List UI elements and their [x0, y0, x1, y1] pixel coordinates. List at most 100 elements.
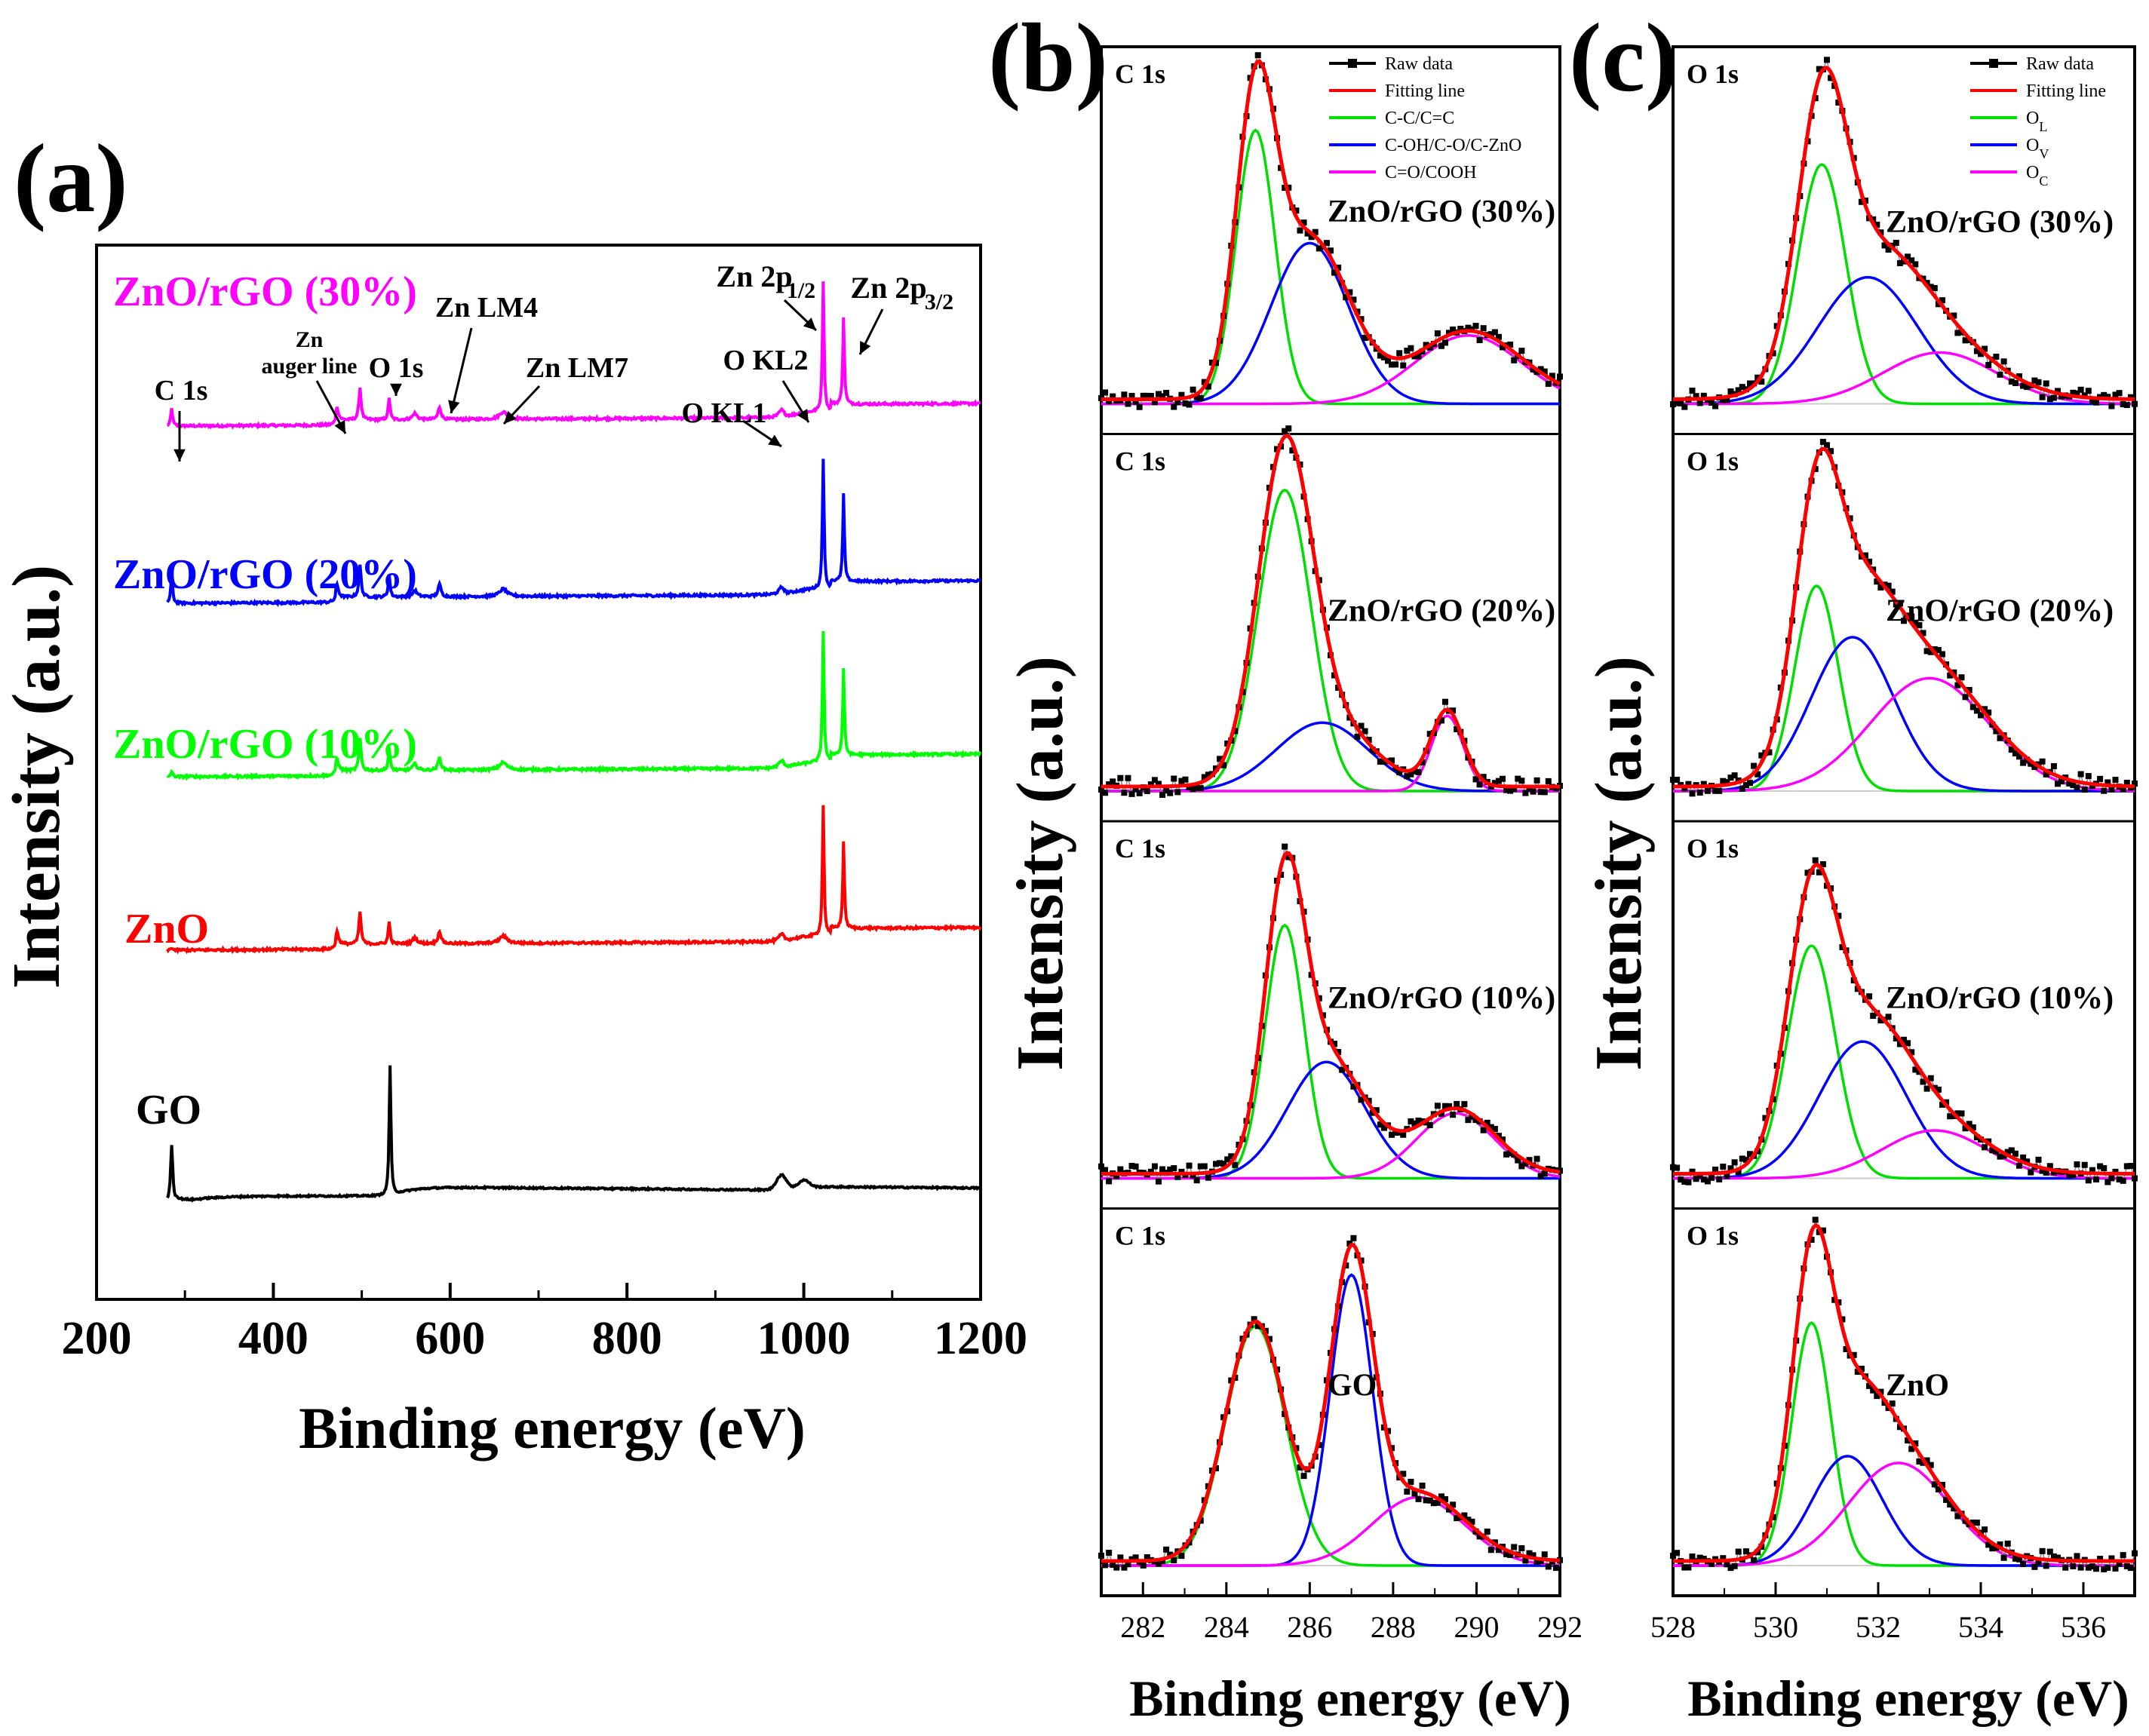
c1s-fitting-line — [1101, 1243, 1561, 1563]
c1s-raw-data-point — [1171, 1165, 1177, 1172]
o1s-raw-data-point — [1720, 397, 1727, 403]
c1s-legend-label: Fitting line — [1385, 81, 1465, 101]
c1s-raw-data-point — [1228, 1153, 1235, 1160]
o1s-raw-data-point — [1696, 400, 1703, 406]
o1s-raw-data-point — [1716, 787, 1723, 794]
c1s-raw-data-point — [1446, 1103, 1453, 1109]
survey-x-axis-label: Binding energy (eV) — [299, 1395, 806, 1461]
c1s-component-curve — [1101, 923, 1560, 1180]
c1s-raw-data-point — [1167, 1166, 1174, 1173]
c1s-raw-data-point — [1450, 707, 1457, 714]
o1s-raw-data-point — [1908, 1446, 1915, 1452]
o1s-raw-data-point — [1896, 1424, 1903, 1431]
c1s-raw-data-point — [1125, 400, 1131, 407]
c1s-raw-data-point — [1404, 1488, 1411, 1495]
o1s-raw-data-point — [2127, 394, 2134, 400]
c1s-raw-data-point — [1167, 1551, 1174, 1558]
o1s-raw-data-point — [1997, 735, 2003, 741]
c1s-raw-data-point — [1533, 1558, 1540, 1565]
o1s-raw-data-point — [1896, 1041, 1903, 1047]
c1s-raw-data-point — [1408, 345, 1414, 351]
c1s-raw-data-point — [1411, 768, 1418, 774]
c1s-raw-data-point — [1396, 350, 1403, 357]
c1s-raw-data-point — [1415, 1495, 1422, 1502]
o1s-raw-data-point — [2016, 753, 2022, 760]
o1s-raw-data-point — [2028, 1169, 2034, 1176]
o1s-raw-data-point — [2012, 1150, 2019, 1157]
o1s-legend-label: OC — [2026, 163, 2048, 189]
panel-label-c: (c) — [1569, 4, 1678, 112]
c1s-core-label: C 1s — [1115, 833, 1165, 863]
o1s-raw-data-point — [1735, 1548, 1742, 1555]
c1s-raw-data-point — [1178, 1168, 1185, 1175]
o1s-raw-data-point — [1758, 379, 1765, 385]
o1s-raw-data-point — [1908, 257, 1915, 264]
o1s-raw-data-point — [1670, 1164, 1676, 1170]
o1s-raw-data-point — [1678, 400, 1684, 406]
c1s-raw-data-point — [1392, 361, 1399, 368]
o1s-raw-data-point — [2012, 750, 2019, 756]
o1s-raw-data-point — [2008, 378, 2015, 385]
o1s-raw-data-point — [1901, 1036, 1907, 1043]
o1s-raw-data-point — [2074, 390, 2080, 397]
o1s-raw-data-point — [1997, 371, 2003, 378]
o1s-raw-data-point — [2016, 373, 2022, 380]
c1s-raw-data-point — [1362, 728, 1368, 735]
c1s-raw-data-point — [1503, 1151, 1510, 1158]
o1s-raw-data-point — [2070, 389, 2077, 396]
o1s-raw-data-point — [1954, 1110, 1961, 1117]
o1s-raw-data-point — [1685, 781, 1692, 787]
c1s-raw-data-point — [1197, 395, 1204, 402]
o1s-raw-data-point — [2058, 778, 2065, 785]
c1s-raw-data-point — [1113, 1564, 1120, 1571]
o1s-raw-data-point — [2070, 1171, 2077, 1178]
c1s-raw-data-point — [1335, 264, 1342, 271]
c1s-raw-data-point — [1461, 1101, 1468, 1108]
c1s-raw-data-point — [1315, 245, 1322, 252]
c1s-raw-data-point — [1171, 403, 1177, 410]
c1s-raw-data-point — [1454, 1515, 1460, 1522]
o1s-raw-data-point — [2070, 782, 2077, 789]
o1s-raw-data-point — [2046, 396, 2053, 403]
c1s-raw-data-point — [1389, 757, 1395, 764]
c1s-x-tick-label: 290 — [1454, 1610, 1499, 1644]
o1s-raw-data-point — [2050, 1169, 2057, 1176]
c1s-raw-data-point — [1446, 330, 1453, 336]
c1s-raw-data-point — [1098, 1163, 1104, 1170]
c1s-raw-data-point — [1400, 1131, 1407, 1138]
o1s-raw-data-point — [1766, 749, 1773, 756]
survey-series-label: ZnO — [124, 906, 209, 952]
o1s-raw-data-point — [2043, 1169, 2049, 1176]
c1s-raw-data-point — [1354, 733, 1361, 740]
o1s-raw-data-point — [1954, 1513, 1961, 1520]
o1s-raw-data-point — [2123, 1163, 2130, 1170]
o1s-raw-data-point — [1993, 1148, 2000, 1155]
o1s-core-label: O 1s — [1687, 1221, 1739, 1251]
c1s-raw-data-point — [1480, 1127, 1487, 1133]
o1s-component-curve — [1673, 1461, 2135, 1567]
o1s-raw-data-point — [1969, 1519, 1976, 1526]
o1s-raw-data-point — [2089, 1563, 2095, 1570]
c1s-raw-data-point — [1171, 1557, 1177, 1563]
c1s-raw-data-point — [1125, 1561, 1131, 1568]
survey-curve — [166, 805, 982, 955]
c1s-component-curve — [1101, 241, 1560, 406]
c1s-raw-data-point — [1389, 361, 1395, 368]
c1s-raw-data-point — [1522, 790, 1529, 796]
o1s-raw-data-point — [1685, 1564, 1692, 1571]
c1s-raw-data-point — [1156, 781, 1162, 787]
c1s-core-label: C 1s — [1115, 446, 1165, 477]
survey-x-tick-label: 200 — [62, 1313, 132, 1364]
o1s-raw-data-point — [1989, 1545, 1996, 1552]
c1s-raw-data-point — [1438, 342, 1444, 349]
c1s-raw-data-point — [1312, 229, 1319, 235]
c1s-raw-data-point — [1537, 1173, 1544, 1179]
c1s-raw-data-point — [1220, 1161, 1227, 1167]
c1s-raw-data-point — [1156, 1560, 1162, 1567]
c1s-raw-data-point — [1121, 391, 1128, 398]
o1s-raw-data-point — [1670, 401, 1676, 408]
o1s-raw-data-point — [1704, 787, 1711, 794]
c1s-raw-data-point — [1151, 399, 1158, 406]
o1s-raw-data-point — [1966, 1121, 1972, 1127]
survey-peak-annotation: Zn — [296, 327, 324, 352]
